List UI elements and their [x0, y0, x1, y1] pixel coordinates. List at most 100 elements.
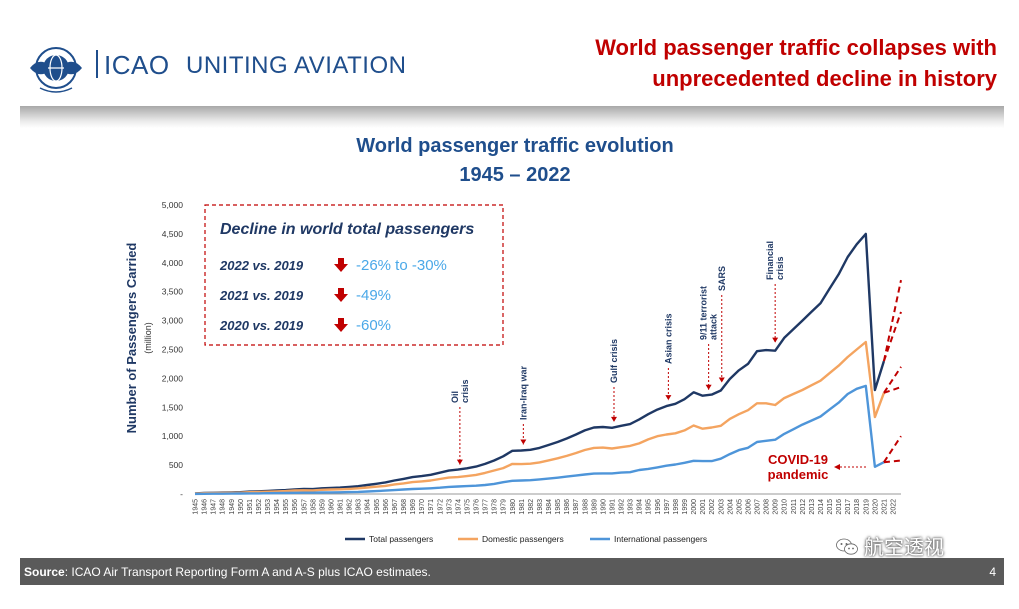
passenger-traffic-chart: World passenger traffic evolution 1945 –…	[124, 135, 902, 544]
x-tick-label: 2010	[782, 499, 789, 515]
x-tick-label: 1950	[238, 499, 245, 515]
annotation-oil-crisis-text: Oil	[450, 391, 460, 403]
x-tick-label: 1952	[256, 499, 263, 515]
x-tick-label: 1963	[356, 499, 363, 515]
x-tick-label: 1956	[292, 499, 299, 515]
icao-emblem-icon	[30, 47, 82, 93]
annotation-9-11-terrorist-attack-text: attack	[709, 313, 719, 340]
projection-line-domestic	[883, 366, 902, 394]
x-tick-label: 1959	[319, 499, 326, 515]
decline-row-label: 2020 vs. 2019	[219, 318, 304, 333]
projection-line-total	[882, 311, 902, 362]
annotation-9-11-terrorist-attack: 9/11 terrorist attack	[699, 286, 719, 340]
x-tick-label: 1984	[546, 499, 553, 515]
x-tick-label: 1992	[619, 499, 626, 515]
series-line-total-passengers	[194, 232, 886, 495]
x-tick-label: 2020	[872, 499, 879, 515]
y-tick-label: 4,000	[162, 258, 184, 268]
x-tick-label: 1960	[328, 499, 335, 515]
y-tick-label: -	[180, 489, 183, 499]
annotation-9-11-terrorist-attack-arrow-head	[705, 384, 712, 390]
x-tick-label: 1976	[474, 499, 481, 515]
y-tick-label: 500	[169, 460, 183, 470]
x-tick-label: 1949	[229, 499, 236, 515]
legend-item-total-passengers: Total passengers	[345, 534, 433, 544]
decline-box-title: Decline in world total passengers	[220, 221, 474, 238]
x-tick-label: 1973	[446, 499, 453, 515]
slide-title-line-2: unprecedented decline in history	[652, 66, 997, 91]
projection-line-total	[882, 279, 902, 362]
x-tick-label: 1966	[383, 499, 390, 515]
x-tick-label: 2000	[691, 499, 698, 515]
page-number: 4	[989, 565, 996, 579]
slide-title: World passenger traffic collapses with u…	[595, 32, 997, 94]
y-tick-label: 2,000	[162, 373, 184, 383]
annotation-asian-crisis-arrow-head	[665, 395, 672, 401]
decline-row-value: -60%	[356, 317, 391, 334]
x-tick-label: 1962	[347, 499, 354, 515]
chart-legend: Total passengers Domestic passengers Inter…	[345, 534, 707, 544]
x-tick-label: 1994	[637, 499, 644, 515]
decline-box: Decline in world total passengers 2022 v…	[204, 204, 504, 346]
x-tick-label: 1975	[464, 499, 471, 515]
decline-box-rows: 2022 vs. 2019 -26% to -30% 2021 vs. 2019 -4…	[219, 257, 447, 334]
source-note: Source: ICAO Air Transport Reporting For…	[24, 565, 431, 579]
annotation-oil-crisis-arrow-head	[456, 459, 463, 465]
x-tick-label: 1964	[365, 499, 372, 515]
source-label: Source	[24, 565, 65, 579]
y-axis-label: Number of Passengers Carried	[124, 243, 139, 434]
watermark-text: 航空透视	[864, 537, 944, 559]
x-tick-label: 1998	[673, 499, 680, 515]
annotation-sars-text: SARS	[717, 266, 727, 291]
y-tick-label: 4,500	[162, 229, 184, 239]
decline-row-label: 2022 vs. 2019	[219, 258, 304, 273]
brand-text: ICAO	[104, 50, 170, 80]
x-tick-label: 1961	[338, 499, 345, 515]
x-tick-label: 1977	[483, 499, 490, 515]
projection-line-international	[883, 459, 902, 464]
x-tick-label: 1978	[492, 499, 499, 515]
x-tick-label: 1981	[519, 499, 526, 515]
header-gradient-band	[20, 106, 1004, 128]
brand-divider	[96, 50, 98, 78]
annotation-sars-arrow-head	[718, 377, 725, 383]
x-tick-label: 1965	[374, 499, 381, 515]
x-tick-label: 2013	[809, 499, 816, 515]
slide-title-line-1: World passenger traffic collapses with	[595, 35, 997, 60]
x-tick-label: 2003	[718, 499, 725, 515]
y-tick-label: 1,500	[162, 402, 184, 412]
y-tick-label: 3,500	[162, 287, 184, 297]
legend-item-international-passengers: International passengers	[590, 534, 707, 544]
annotation-9-11-terrorist-attack-text: 9/11 terrorist	[699, 286, 709, 340]
decline-row-value: -26% to -30%	[356, 257, 447, 274]
x-tick-label: 2015	[827, 499, 834, 515]
x-tick-label: 2017	[845, 499, 852, 515]
x-tick-label: 1987	[573, 499, 580, 515]
x-tick-label: 1986	[564, 499, 571, 515]
x-tick-label: 1970	[419, 499, 426, 515]
projection-line-domestic	[883, 386, 902, 394]
x-tick-label: 1996	[655, 499, 662, 515]
annotation-gulf-crisis-text: Gulf crisis	[609, 339, 619, 383]
x-tick-label: 1985	[555, 499, 562, 515]
x-tick-label: 1968	[401, 499, 408, 515]
x-tick-label: 1946	[202, 499, 209, 515]
x-tick-label: 1967	[392, 499, 399, 515]
annotation-financial-crisis-text: Financial	[765, 241, 775, 280]
x-tick-label: 2019	[863, 499, 870, 515]
x-tick-label: 1997	[664, 499, 671, 515]
x-tick-label: 2009	[773, 499, 780, 515]
slide-footer: Source: ICAO Air Transport Reporting For…	[20, 558, 1004, 585]
decline-row-value: -49%	[356, 287, 391, 304]
x-tick-label: 2021	[881, 499, 888, 515]
x-tick-label: 1948	[220, 499, 227, 515]
x-tick-label: 1999	[682, 499, 689, 515]
x-tick-label: 2018	[854, 499, 861, 515]
x-tick-label: 2001	[700, 499, 707, 515]
chart-subtitle: 1945 – 2022	[459, 164, 570, 186]
x-tick-label: 1995	[646, 499, 653, 515]
annotation-iran-iraq-war-text: Iran-Iraq war	[518, 365, 528, 420]
chart-title: World passenger traffic evolution	[356, 135, 673, 157]
x-tick-label: 2006	[745, 499, 752, 515]
x-tick-label: 1957	[301, 499, 308, 515]
